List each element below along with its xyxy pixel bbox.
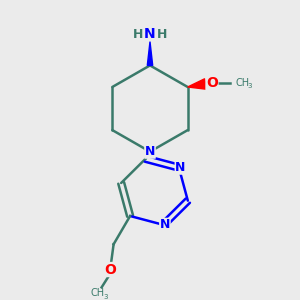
Text: 3: 3	[247, 83, 252, 89]
Text: 3: 3	[104, 294, 108, 300]
Polygon shape	[147, 42, 153, 65]
Text: N: N	[160, 218, 170, 231]
Polygon shape	[188, 79, 207, 89]
Text: O: O	[206, 76, 218, 90]
Text: N: N	[144, 27, 156, 41]
Text: N: N	[175, 161, 186, 174]
Text: H: H	[157, 28, 167, 41]
Text: CH: CH	[236, 78, 250, 88]
Text: N: N	[145, 145, 155, 158]
Text: O: O	[105, 262, 116, 277]
Text: H: H	[133, 28, 143, 41]
Text: CH: CH	[90, 288, 104, 298]
